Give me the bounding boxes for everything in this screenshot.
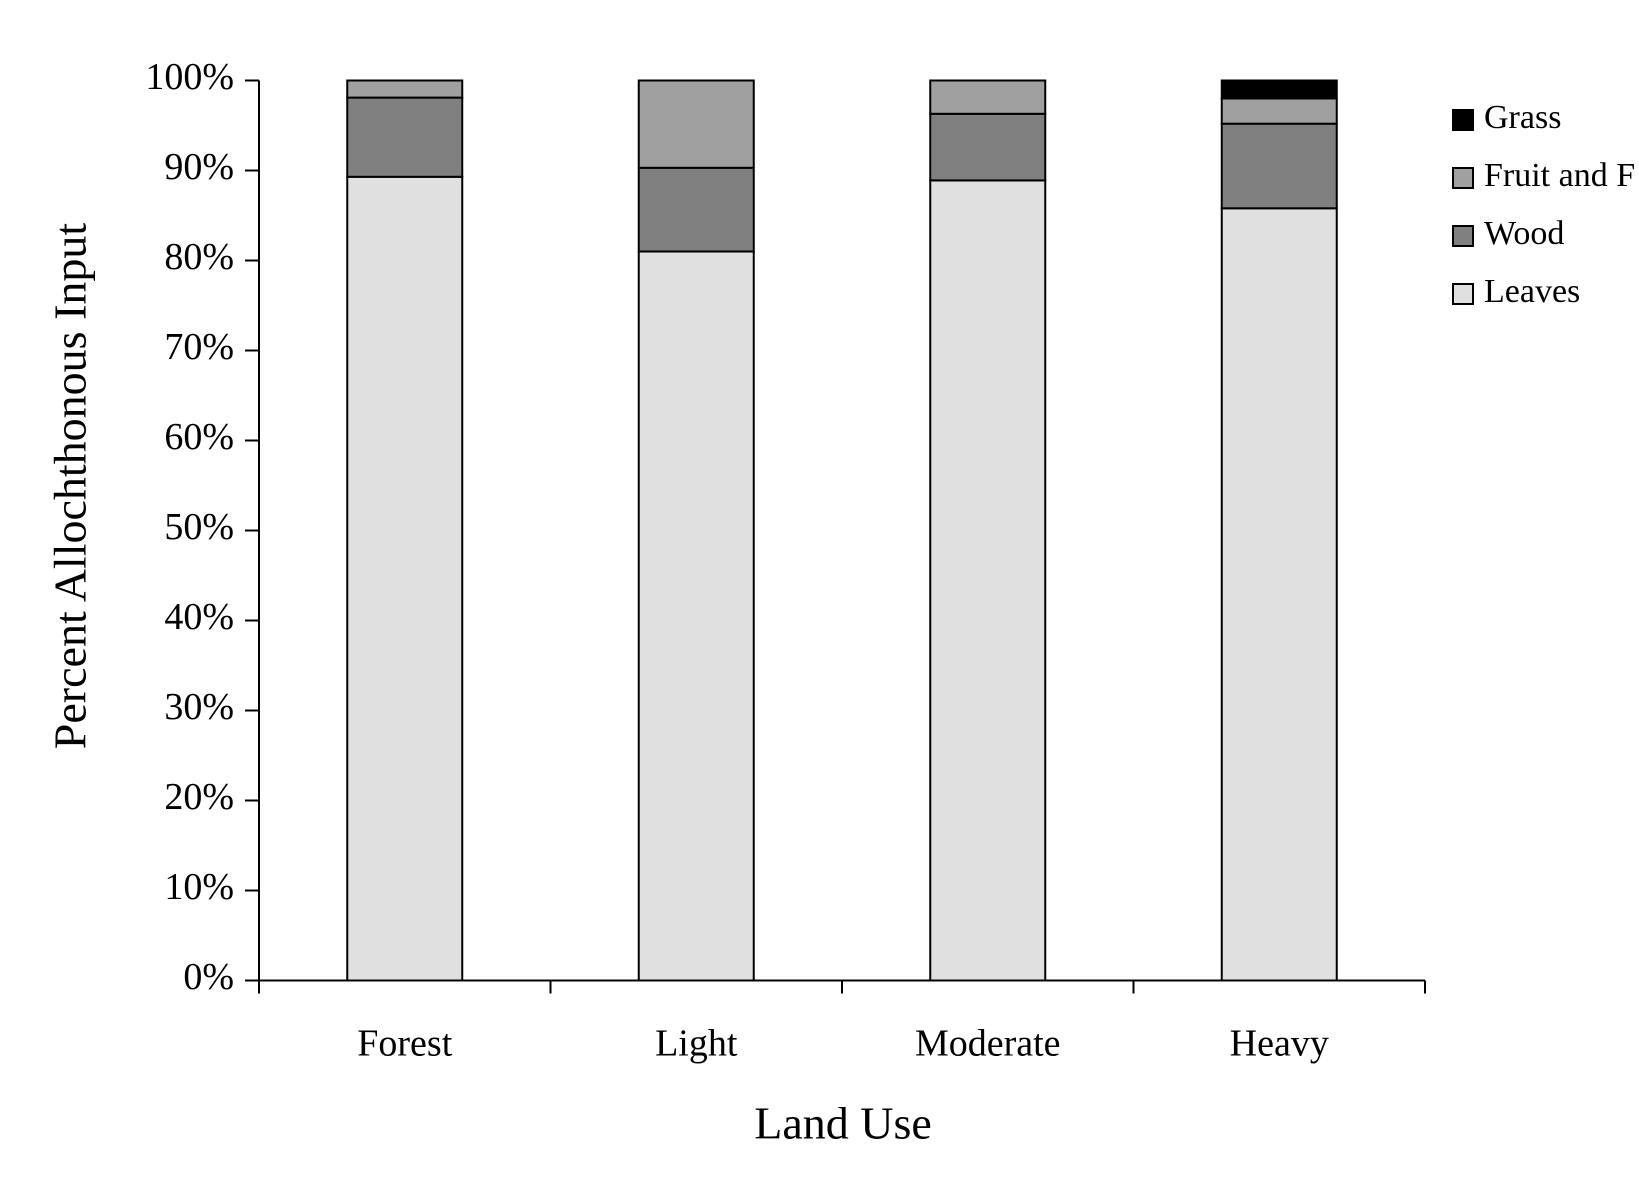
y-tick-label: 100% bbox=[145, 56, 234, 98]
y-tick-label: 40% bbox=[164, 596, 234, 638]
bar-segment bbox=[929, 179, 1047, 982]
y-tick-label: 80% bbox=[164, 236, 234, 278]
x-tick-label: Forest bbox=[357, 1023, 452, 1065]
x-axis-title: Land Use bbox=[754, 1098, 932, 1149]
bar-segment bbox=[346, 96, 464, 178]
bar-segment bbox=[929, 79, 1047, 115]
bar-segment bbox=[1220, 122, 1338, 210]
legend-swatch bbox=[1452, 225, 1474, 247]
legend-swatch bbox=[1452, 109, 1474, 131]
x-tick-label: Moderate bbox=[915, 1023, 1061, 1065]
x-tick-label: Light bbox=[655, 1023, 738, 1065]
bar-segment bbox=[1220, 97, 1338, 125]
bar-segment bbox=[929, 112, 1047, 182]
bar-segment bbox=[346, 175, 464, 982]
y-tick-label: 0% bbox=[183, 956, 234, 998]
y-tick-label: 10% bbox=[164, 866, 234, 908]
bar-segment bbox=[637, 79, 755, 169]
legend-label: Fruit and F bbox=[1484, 157, 1635, 194]
legend-swatch bbox=[1452, 167, 1474, 189]
legend-label: Grass bbox=[1484, 99, 1561, 136]
y-tick-label: 30% bbox=[164, 686, 234, 728]
legend-label: Wood bbox=[1484, 215, 1564, 252]
y-axis-title: Percent Allochthonous Input bbox=[45, 223, 96, 750]
y-tick-label: 50% bbox=[164, 506, 234, 548]
y-tick-label: 60% bbox=[164, 416, 234, 458]
bar-segment bbox=[1220, 207, 1338, 982]
bar-segment bbox=[637, 250, 755, 982]
legend-swatch bbox=[1452, 283, 1474, 305]
legend-label: Leaves bbox=[1484, 273, 1580, 310]
y-tick-label: 70% bbox=[164, 326, 234, 368]
y-tick-label: 90% bbox=[164, 146, 234, 188]
bar-segment bbox=[1220, 79, 1338, 100]
bar-segment bbox=[346, 79, 464, 99]
bar-segment bbox=[637, 166, 755, 253]
x-tick-label: Heavy bbox=[1230, 1023, 1329, 1065]
y-tick-label: 20% bbox=[164, 776, 234, 818]
